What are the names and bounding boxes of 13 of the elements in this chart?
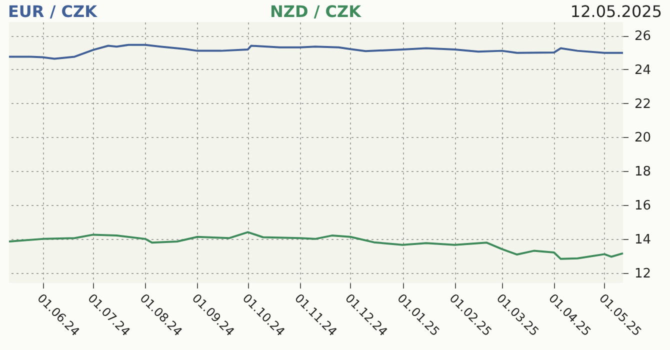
- y-tick-label: 20: [634, 130, 652, 146]
- text: 12.05.2025: [570, 2, 662, 21]
- y-tick-label: 22: [634, 96, 652, 112]
- line-series: [8, 44, 624, 60]
- y-tick-label: 16: [634, 198, 652, 214]
- series-label: EUR / CZK: [8, 2, 97, 21]
- y-tick-label: 24: [634, 62, 652, 78]
- y-tick-label: 12: [634, 266, 652, 282]
- line-series: [8, 231, 624, 260]
- y-tick-label: 18: [634, 164, 652, 180]
- y-tick-label: 26: [634, 29, 652, 44]
- y-tick-label: 14: [634, 232, 652, 248]
- text: NZD / CZK: [270, 2, 361, 21]
